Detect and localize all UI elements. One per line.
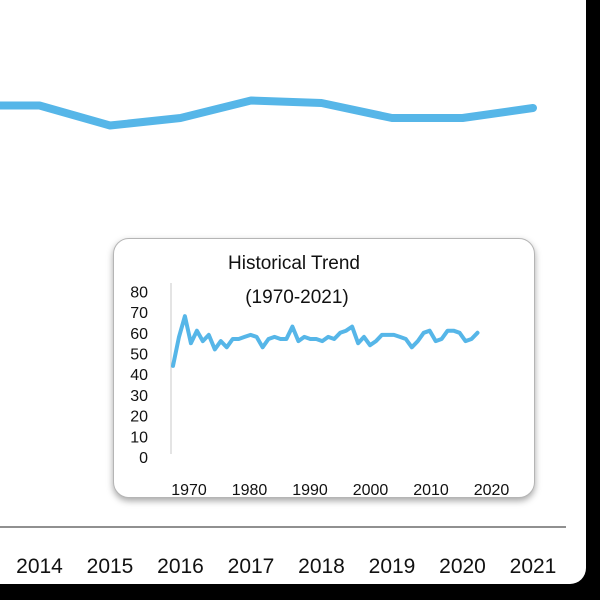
inset-y-tick-20: 20 bbox=[130, 409, 148, 426]
inset-y-tick-0: 0 bbox=[139, 450, 148, 467]
inset-line-chart: Historical Trend (1970-2021) 80 70 60 50 40 3… bbox=[130, 253, 509, 497]
chart-card: 2014 2015 2016 2017 2018 2019 2020 2021 Histori… bbox=[0, 0, 586, 584]
main-x-tick-2017: 2017 bbox=[228, 555, 275, 578]
main-x-tick-2019: 2019 bbox=[369, 555, 416, 578]
main-line-chart: 2014 2015 2016 2017 2018 2019 2020 2021 bbox=[0, 96, 566, 578]
main-x-tick-2018: 2018 bbox=[298, 555, 345, 578]
main-x-tick-2016: 2016 bbox=[157, 555, 204, 578]
inset-x-tick-2010: 2010 bbox=[413, 482, 449, 497]
main-x-tick-labels: 2014 2015 2016 2017 2018 2019 2020 2021 bbox=[16, 555, 556, 578]
historical-trend-inset: Historical Trend (1970-2021) 80 70 60 50 40 3… bbox=[113, 238, 535, 498]
inset-y-tick-labels: 80 70 60 50 40 30 20 10 0 bbox=[130, 284, 148, 467]
main-x-tick-2021: 2021 bbox=[510, 555, 557, 578]
inset-series-line bbox=[171, 314, 480, 368]
inset-y-tick-60: 60 bbox=[130, 326, 148, 343]
inset-y-tick-40: 40 bbox=[130, 367, 148, 384]
main-x-tick-2020: 2020 bbox=[439, 555, 486, 578]
main-x-tick-2014: 2014 bbox=[16, 555, 63, 578]
inset-y-tick-50: 50 bbox=[130, 347, 148, 364]
inset-x-tick-1980: 1980 bbox=[232, 482, 268, 497]
inset-title-line-2: (1970-2021) bbox=[245, 287, 349, 308]
inset-y-tick-10: 10 bbox=[130, 429, 148, 446]
inset-x-tick-1970: 1970 bbox=[171, 482, 207, 497]
inset-y-tick-30: 30 bbox=[130, 388, 148, 405]
main-series-line bbox=[0, 96, 537, 130]
main-x-tick-2015: 2015 bbox=[87, 555, 134, 578]
inset-x-tick-1990: 1990 bbox=[292, 482, 328, 497]
inset-x-tick-labels: 1970 1980 1990 2000 2010 2020 bbox=[171, 482, 509, 497]
inset-y-tick-70: 70 bbox=[130, 305, 148, 322]
inset-x-tick-2020: 2020 bbox=[474, 482, 510, 497]
inset-y-tick-80: 80 bbox=[130, 284, 148, 301]
inset-title-line-1: Historical Trend bbox=[228, 253, 360, 274]
inset-x-tick-2000: 2000 bbox=[353, 482, 389, 497]
